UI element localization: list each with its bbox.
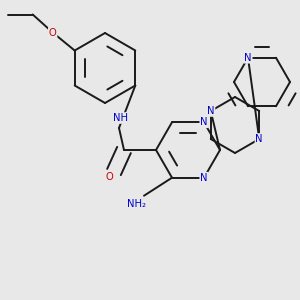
Text: O: O: [49, 28, 57, 38]
Text: N: N: [244, 53, 252, 63]
Text: O: O: [105, 172, 113, 182]
Text: NH₂: NH₂: [127, 199, 146, 209]
Text: N: N: [200, 173, 208, 183]
Text: N: N: [200, 117, 208, 127]
Text: NH: NH: [113, 113, 128, 123]
Text: N: N: [256, 134, 263, 144]
Text: N: N: [207, 106, 214, 116]
